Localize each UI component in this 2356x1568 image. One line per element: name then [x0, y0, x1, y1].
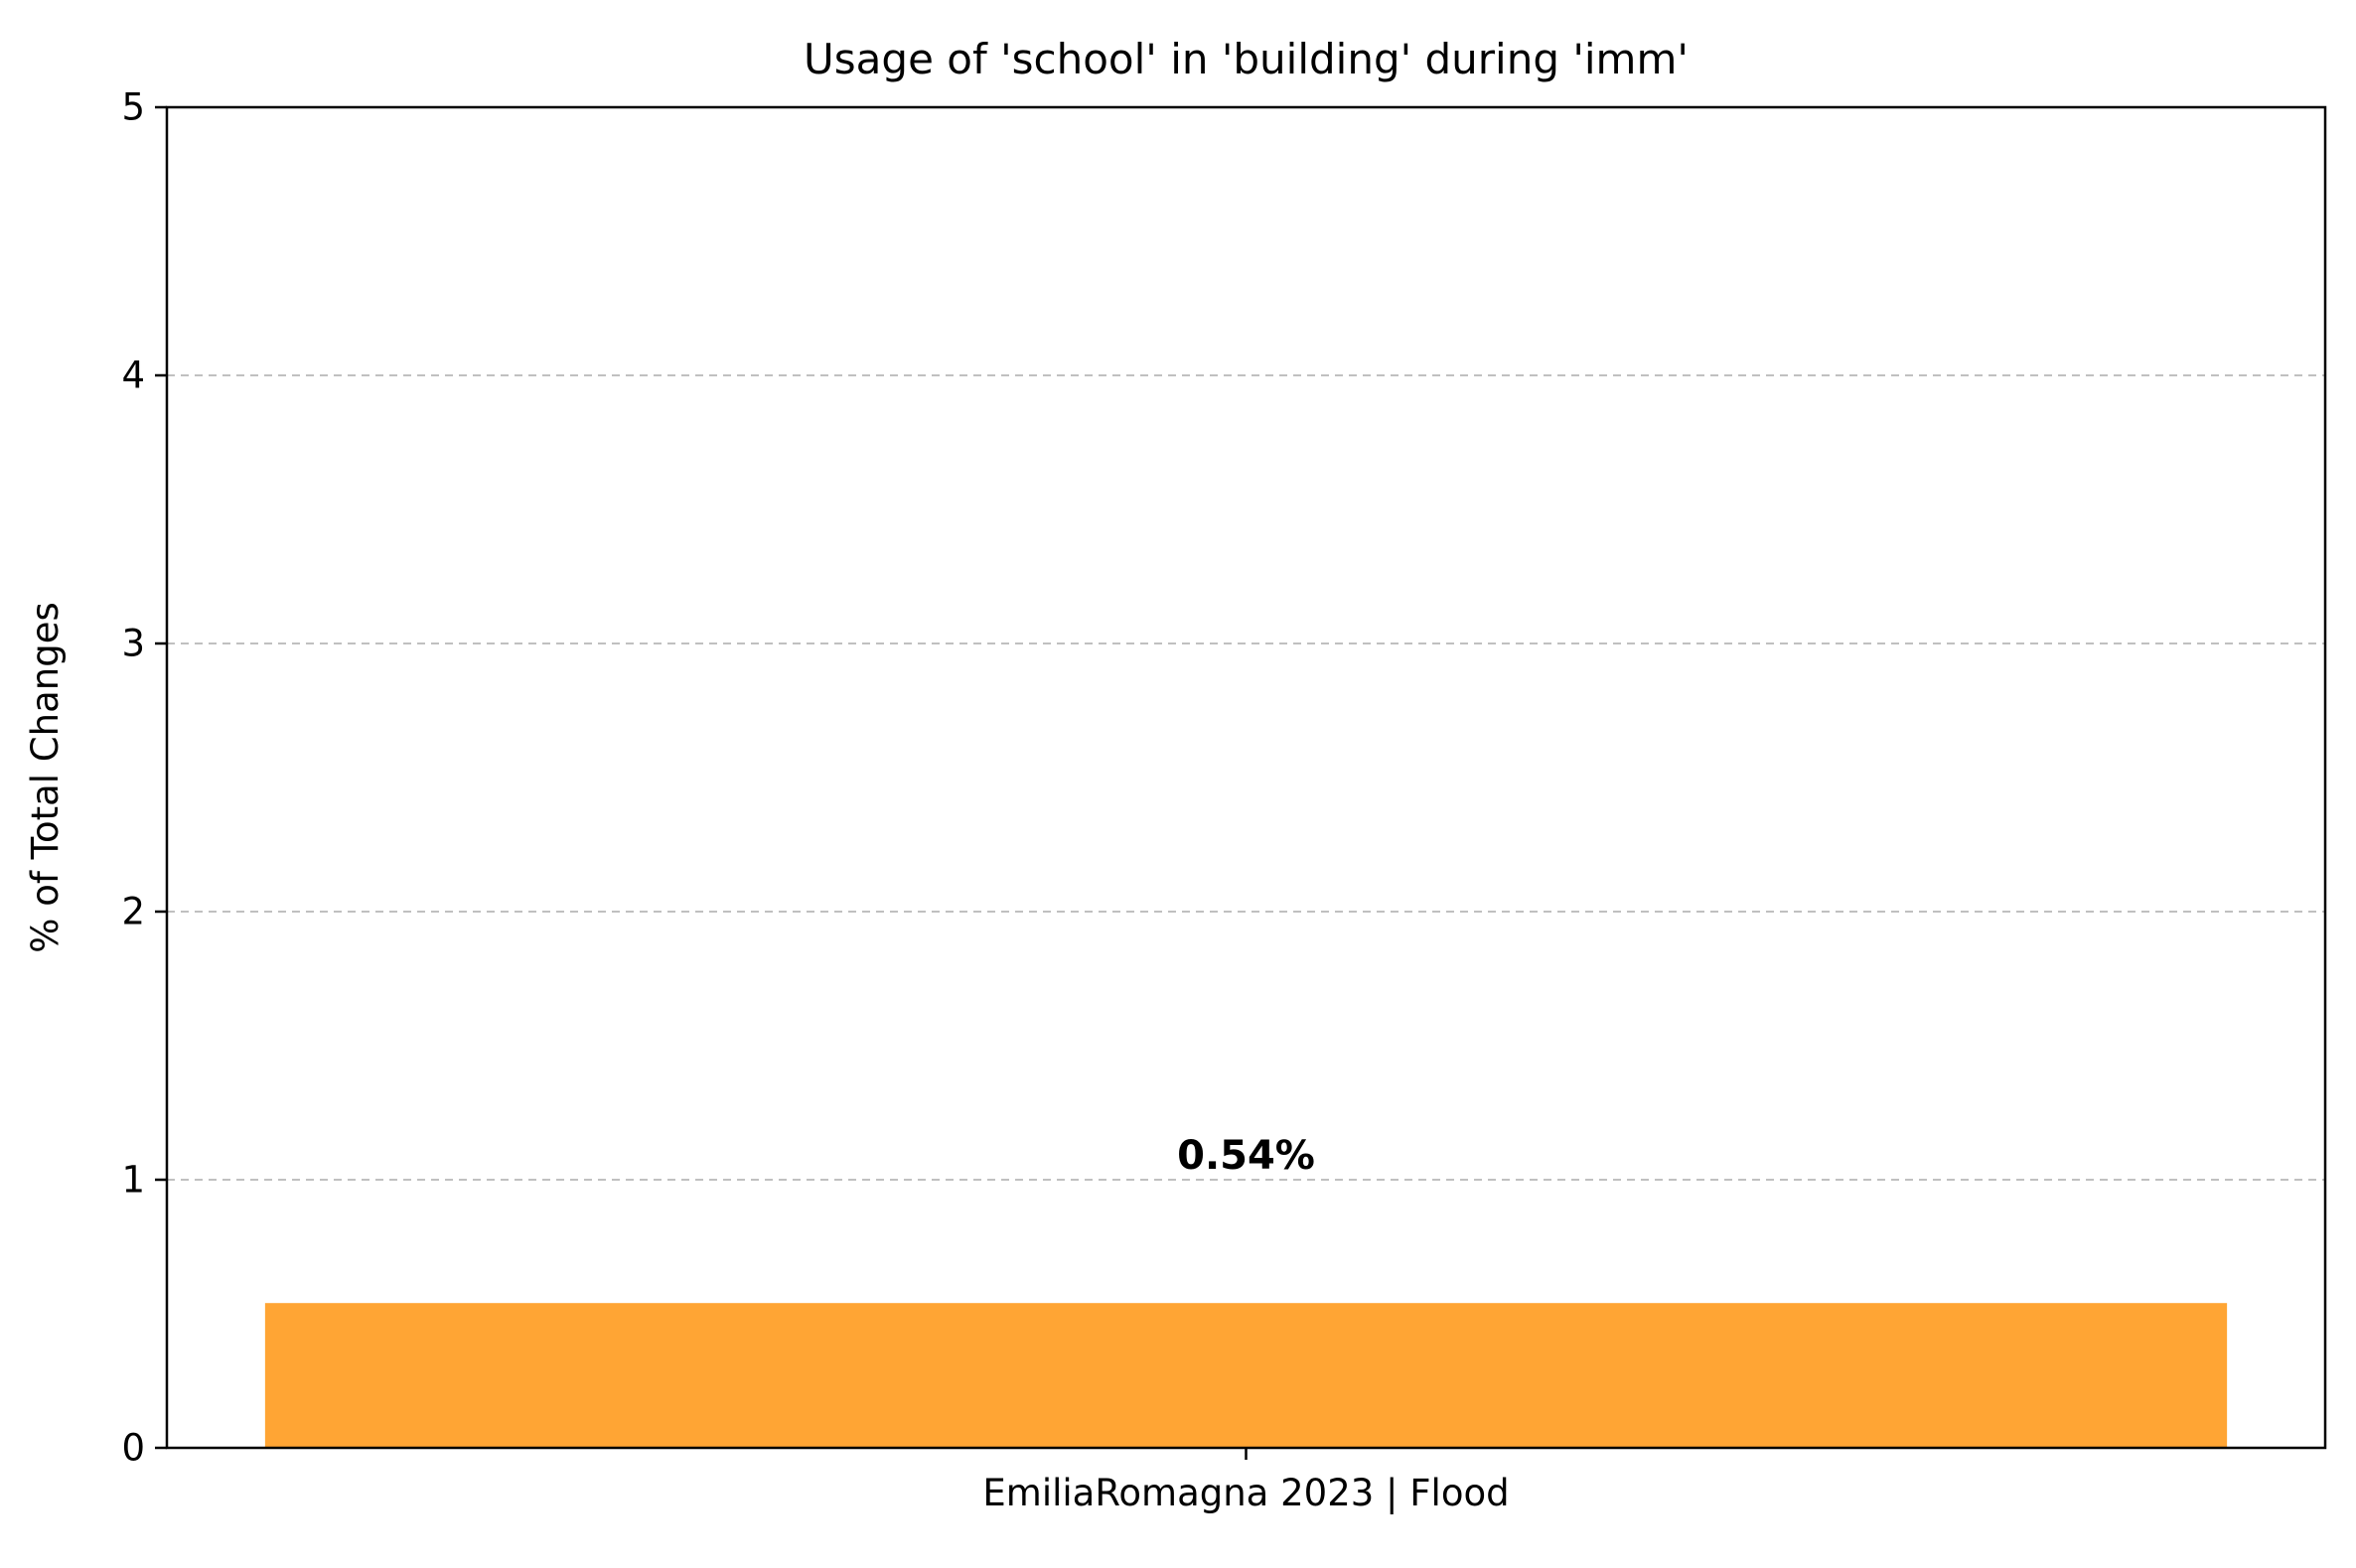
bar-0	[264, 1303, 2228, 1448]
y-tick-label-5: 5	[121, 86, 145, 129]
x-tick-label-0: EmiliaRomagna 2023 | Flood	[982, 1472, 1509, 1514]
y-axis-ticks: 0 1 2 3 4 5	[121, 86, 167, 1470]
gridlines	[167, 374, 2325, 1181]
y-tick-label-1: 1	[121, 1159, 145, 1202]
bars	[264, 1303, 2228, 1448]
y-tick-label-0: 0	[121, 1427, 145, 1470]
y-axis-label: % of Total Changes	[24, 602, 67, 952]
data-labels: 0.54%	[1177, 1133, 1315, 1179]
plot-frame	[165, 105, 2327, 1450]
y-tick-label-2: 2	[121, 891, 145, 933]
y-tick-label-4: 4	[121, 355, 145, 397]
bar-value-label-0: 0.54%	[1177, 1133, 1315, 1179]
x-axis-ticks: EmiliaRomagna 2023 | Flood	[982, 1448, 1510, 1514]
chart-title: Usage of 'school' in 'building' during '…	[804, 35, 1689, 83]
y-tick-label-3: 3	[121, 623, 145, 665]
